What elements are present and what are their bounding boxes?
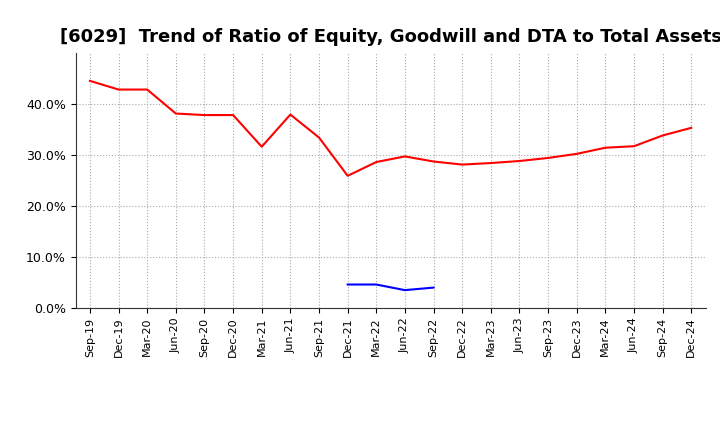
Equity — [544, 155, 552, 161]
Equity — [687, 125, 696, 131]
Goodwill — [372, 282, 381, 287]
Equity — [229, 113, 238, 118]
Equity — [515, 158, 523, 164]
Equity — [258, 144, 266, 149]
Equity — [86, 78, 94, 84]
Equity — [658, 133, 667, 138]
Equity — [572, 151, 581, 157]
Equity — [286, 112, 294, 117]
Equity — [601, 145, 610, 150]
Line: Equity: Equity — [90, 81, 691, 176]
Equity — [315, 135, 323, 140]
Title: [6029]  Trend of Ratio of Equity, Goodwill and DTA to Total Assets: [6029] Trend of Ratio of Equity, Goodwil… — [60, 28, 720, 46]
Equity — [458, 162, 467, 167]
Equity — [143, 87, 151, 92]
Line: Goodwill: Goodwill — [348, 285, 433, 290]
Equity — [200, 113, 209, 118]
Goodwill — [400, 287, 409, 293]
Goodwill — [429, 285, 438, 290]
Goodwill — [343, 282, 352, 287]
Equity — [487, 161, 495, 166]
Equity — [171, 111, 180, 116]
Equity — [114, 87, 123, 92]
Equity — [429, 159, 438, 164]
Equity — [372, 159, 381, 165]
Equity — [630, 143, 639, 149]
Equity — [400, 154, 409, 159]
Equity — [343, 173, 352, 179]
